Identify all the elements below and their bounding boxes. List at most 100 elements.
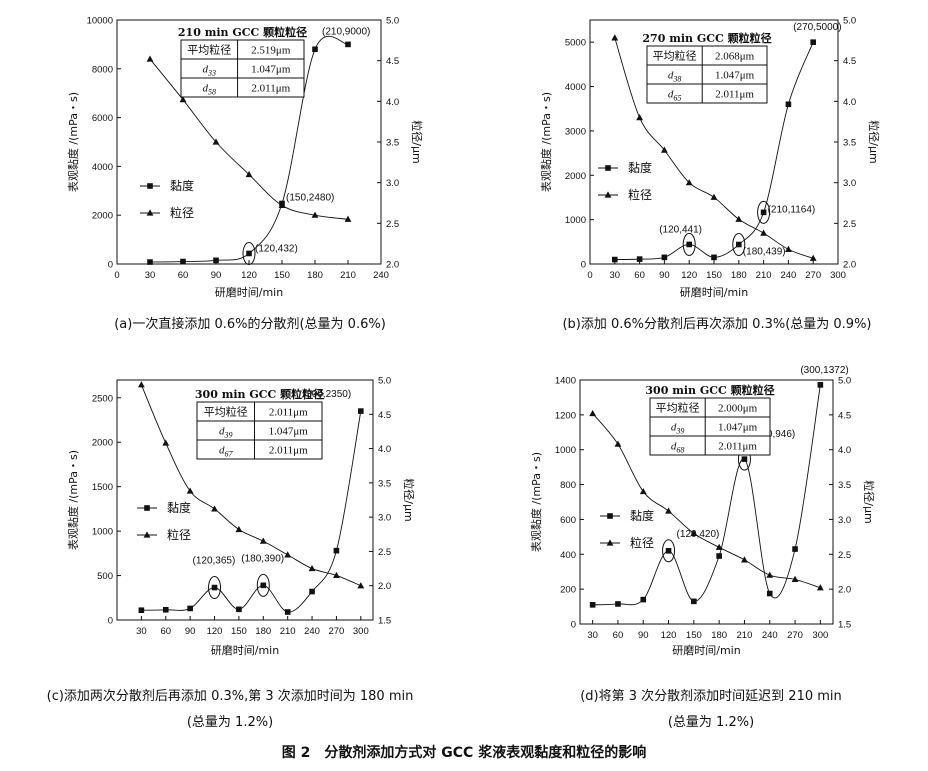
y-left-tick-label: 2000 bbox=[92, 211, 113, 222]
table-title: 300 min GCC 颗粒粒径 bbox=[195, 387, 324, 401]
viscosity-point bbox=[817, 382, 824, 388]
table-row-value: 2.011μm bbox=[718, 441, 757, 453]
x-tick-label: 30 bbox=[587, 630, 598, 641]
viscosity-point bbox=[711, 254, 717, 261]
legend-marker-particle-size bbox=[606, 539, 614, 546]
particle-size-point bbox=[211, 505, 218, 512]
table-row-label: 平均粒径 bbox=[653, 49, 697, 63]
x-tick-label: 180 bbox=[255, 626, 271, 637]
y-right-tick-label: 3.5 bbox=[843, 138, 856, 149]
y-left-axis-title: 表观黏度 /(mPa・s) bbox=[539, 92, 553, 192]
table-row-value: 2.068μm bbox=[715, 51, 755, 63]
y-right-tick-label: 3.0 bbox=[843, 178, 856, 189]
table-row-label: d58 bbox=[203, 83, 217, 97]
y-left-tick-label: 6000 bbox=[92, 113, 113, 124]
chart-panel-a: 0 30 60 90 120 150 180 210 240 0 2000 4000 6000 8000 1… bbox=[66, 16, 424, 333]
particle-size-point bbox=[186, 487, 194, 494]
panel-caption: (d)将第 3 次分散剂添加时间延迟到 210 min bbox=[580, 688, 842, 704]
viscosity-point bbox=[180, 258, 186, 265]
particle-size-point bbox=[809, 254, 817, 261]
table-row-value: 2.011μm bbox=[715, 89, 754, 101]
y-left-tick-label: 500 bbox=[97, 571, 113, 582]
legend-marker-viscosity bbox=[605, 165, 611, 171]
table-row-value: 2.011μm bbox=[269, 407, 308, 419]
viscosity-point bbox=[187, 605, 193, 612]
plot-frame bbox=[579, 379, 834, 625]
particle-size-point bbox=[284, 551, 292, 558]
y-left-tick-label: 8000 bbox=[92, 64, 113, 75]
legend-marker-viscosity bbox=[607, 513, 613, 519]
viscosity-point bbox=[211, 584, 218, 591]
viscosity-point bbox=[766, 590, 773, 597]
legend-label-particle-size: 粒径 bbox=[628, 187, 652, 202]
particle-size-point bbox=[614, 440, 622, 447]
panel-caption: (c)添加两次分散剂后再添加 0.3%,第 3 次添加时间为 180 min bbox=[47, 688, 414, 704]
table-row-label: 平均粒径 bbox=[187, 43, 231, 57]
viscosity-point bbox=[736, 241, 742, 248]
y-left-tick-label: 0 bbox=[571, 620, 576, 631]
data-annotation: (210,946) bbox=[752, 429, 795, 440]
data-annotation: (300,2350) bbox=[303, 389, 351, 400]
table-frame bbox=[649, 397, 771, 456]
y-right-tick-label: 4.5 bbox=[838, 410, 851, 421]
x-tick-label: 60 bbox=[634, 270, 645, 281]
y-right-tick-label: 4.5 bbox=[386, 56, 399, 67]
series-line-particle-size bbox=[140, 384, 361, 587]
viscosity-point bbox=[785, 101, 792, 108]
table-row-value: 2.000μm bbox=[718, 403, 758, 415]
particle-size-point bbox=[611, 34, 619, 41]
legend-label-viscosity: 黏度 bbox=[630, 508, 654, 523]
data-annotation: (120,365) bbox=[193, 556, 236, 567]
table-row-label: d68 bbox=[671, 441, 685, 455]
x-tick-label: 240 bbox=[373, 270, 389, 281]
y-right-tick-label: 2.5 bbox=[843, 219, 856, 230]
legend-label-viscosity: 黏度 bbox=[167, 500, 191, 515]
y-right-tick-label: 2.0 bbox=[843, 260, 856, 271]
data-annotation: (270,5000) bbox=[793, 22, 841, 33]
y-left-tick-label: 1000 bbox=[565, 215, 586, 226]
table-row-value: 2.011μm bbox=[251, 83, 290, 95]
panel-caption-line2: (总量为 1.2%) bbox=[187, 715, 273, 730]
particle-size-point bbox=[741, 556, 748, 563]
viscosity-point bbox=[236, 606, 242, 613]
y-left-tick-label: 200 bbox=[560, 585, 576, 596]
x-tick-label: 300 bbox=[812, 630, 828, 641]
viscosity-point bbox=[589, 602, 596, 608]
y-right-axis-title: 粒径/μm bbox=[862, 480, 876, 523]
table-row-label: d39 bbox=[219, 426, 233, 440]
particle-size-point bbox=[137, 381, 145, 388]
x-tick-label: 270 bbox=[328, 626, 344, 637]
y-right-tick-label: 3.5 bbox=[378, 478, 391, 489]
y-left-tick-label: 3000 bbox=[565, 126, 586, 137]
particle-size-point bbox=[308, 564, 316, 572]
y-left-tick-label: 10000 bbox=[87, 16, 113, 27]
chart-panel-d: 30 60 90 120 150 180 210 240 270 300 0 200 400 600 800… bbox=[529, 365, 876, 730]
viscosity-point bbox=[741, 456, 748, 462]
viscosity-point bbox=[358, 408, 364, 414]
y-left-tick-label: 1200 bbox=[555, 410, 576, 421]
highlight-ellipse bbox=[732, 233, 746, 257]
viscosity-point bbox=[760, 209, 767, 216]
y-left-tick-label: 5000 bbox=[565, 38, 586, 49]
highlight-ellipse bbox=[208, 576, 222, 600]
x-tick-label: 180 bbox=[711, 630, 727, 641]
table-row-label: d38 bbox=[668, 70, 682, 84]
x-axis-title: 研磨时间/min bbox=[680, 286, 748, 299]
legend-marker-viscosity bbox=[144, 505, 150, 511]
y-right-tick-label: 4.0 bbox=[378, 444, 391, 455]
x-tick-label: 30 bbox=[610, 270, 621, 281]
particle-size-point bbox=[259, 537, 267, 544]
y-left-tick-label: 600 bbox=[560, 515, 576, 526]
table-frame bbox=[180, 39, 305, 98]
viscosity-point bbox=[792, 546, 798, 552]
x-tick-label: 120 bbox=[207, 626, 223, 637]
particle-size-point bbox=[146, 55, 154, 62]
x-axis-title: 研磨时间/min bbox=[215, 286, 283, 299]
figure-caption: 图 2 分散剂添加方式对 GCC 浆液表观黏度和粒径的影响 bbox=[282, 744, 646, 761]
x-tick-label: 180 bbox=[731, 270, 747, 281]
particle-size-point bbox=[766, 571, 774, 578]
table-row-label: 平均粒径 bbox=[204, 405, 248, 419]
